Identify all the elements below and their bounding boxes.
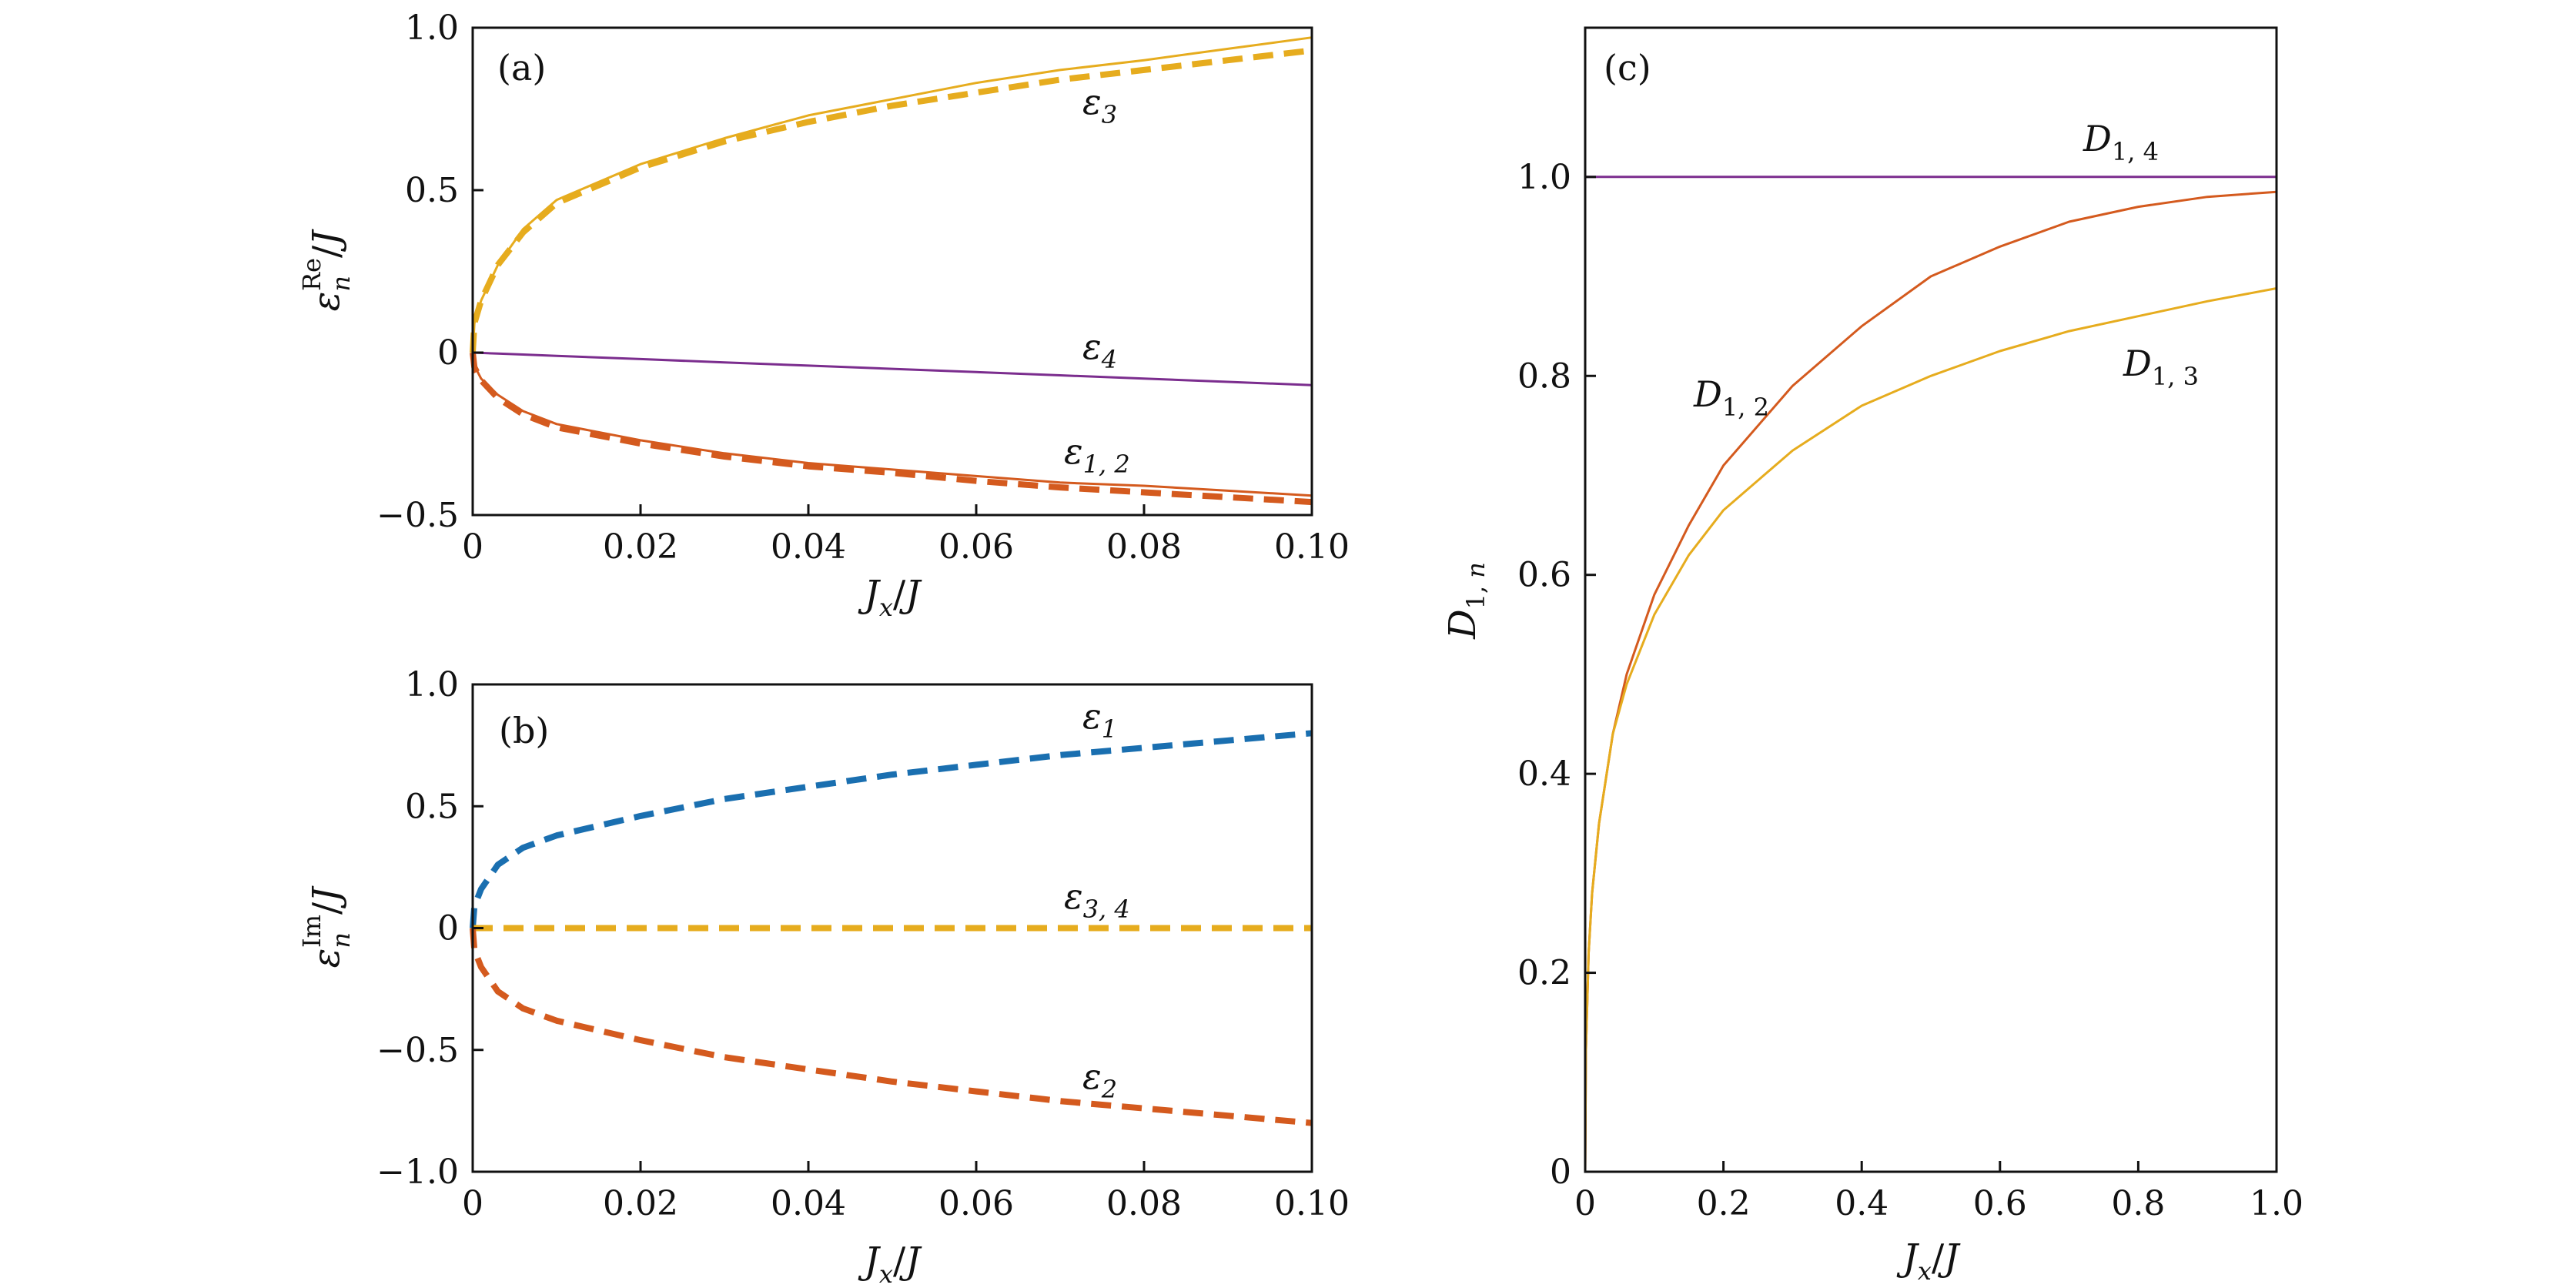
series-line-c-2 xyxy=(1584,287,2277,1173)
series-line-a-2 xyxy=(472,351,1313,386)
panel-a-ticks: 0 0.02 0.04 0.06 0.08 0.10−0.500.51.0 xyxy=(376,8,1350,567)
panel-b-series xyxy=(470,730,1313,1126)
ytick-label-b: 1.0 xyxy=(405,665,459,704)
xtick-label-c: 0.2 xyxy=(1697,1184,1751,1223)
ytick-label-a: 0 xyxy=(437,333,459,373)
panel-c-label: (c) xyxy=(1604,47,1651,89)
xtick-label-c: 0.4 xyxy=(1835,1184,1889,1223)
ytick-label-c: 0.2 xyxy=(1517,954,1571,993)
panel-a-axes: 0 0.02 0.04 0.06 0.08 0.10−0.500.51.0 (a) ε3 … xyxy=(297,8,1350,622)
ytick-label-b: 0.5 xyxy=(405,787,459,826)
xtick-label-a: 0.08 xyxy=(1106,527,1182,567)
ytick-label-c: 0.6 xyxy=(1517,556,1571,595)
panel-a-label: (a) xyxy=(497,47,546,89)
panel-b-ticks: 0 0.02 0.04 0.06 0.08 0.10 −1.0 −0.5 0 0.5 1.0 xyxy=(376,665,1350,1223)
ytick-label-c: 0.8 xyxy=(1517,356,1571,396)
xtick-label-b: 0.10 xyxy=(1274,1184,1350,1223)
xtick-label-c: 0.6 xyxy=(1973,1184,2027,1223)
xtick-label-a: 0.02 xyxy=(603,527,678,567)
xtick-label-b: 0.04 xyxy=(771,1184,846,1223)
panel-b-label: (b) xyxy=(499,710,549,751)
ytick-label-a: 1.0 xyxy=(405,8,459,48)
xtick-label-a: 0.10 xyxy=(1274,527,1350,567)
panel-b-axes: 0 0.02 0.04 0.06 0.08 0.10 −1.0 −0.5 0 0.5 1.0 (b)… xyxy=(297,665,1350,1288)
xtick-label-c: 1.0 xyxy=(2250,1184,2303,1223)
xtick-label-a: 0.04 xyxy=(771,527,846,567)
ytick-label-c: 1.0 xyxy=(1517,158,1571,197)
xtick-label-a: 0.06 xyxy=(938,527,1014,567)
series-line-b-2 xyxy=(470,928,1313,1126)
series-line-a-4 xyxy=(470,352,1313,506)
ytick-label-b: −0.5 xyxy=(376,1031,459,1070)
xtick-label-a: 0 xyxy=(462,527,483,567)
label-eps2: ε2 xyxy=(1082,1055,1117,1104)
ytick-label-b: −1.0 xyxy=(376,1153,459,1192)
panel-a-frame xyxy=(471,26,1313,517)
series-line-a-1 xyxy=(470,47,1313,353)
xtick-label-c: 0.8 xyxy=(2111,1184,2165,1223)
xtick-label-c: 0 xyxy=(1574,1184,1596,1223)
xtick-label-b: 0.02 xyxy=(603,1184,678,1223)
panel-c-ticks: 0 0.2 0.4 0.6 0.8 1.0 0 0.2 0.4 0.6 0.8 1.0 xyxy=(1517,158,2303,1223)
ytick-label-c: 0.4 xyxy=(1517,754,1571,794)
ytick-label-c: 0 xyxy=(1550,1153,1571,1192)
ytick-label-a: −0.5 xyxy=(376,496,459,535)
panel-c-frame xyxy=(1584,26,2278,1173)
ytick-label-a: 0.5 xyxy=(405,171,459,210)
xtick-label-b: 0.06 xyxy=(938,1184,1014,1223)
panel-b-xlabel: Jx/J xyxy=(858,1239,922,1288)
panel-a-series xyxy=(470,36,1313,506)
xtick-label-b: 0 xyxy=(462,1184,483,1223)
panel-a-xlabel: Jx/J xyxy=(858,573,922,622)
ytick-label-b: 0 xyxy=(437,909,459,948)
series-line-b-0 xyxy=(470,730,1313,928)
xtick-label-b: 0.08 xyxy=(1106,1184,1182,1223)
